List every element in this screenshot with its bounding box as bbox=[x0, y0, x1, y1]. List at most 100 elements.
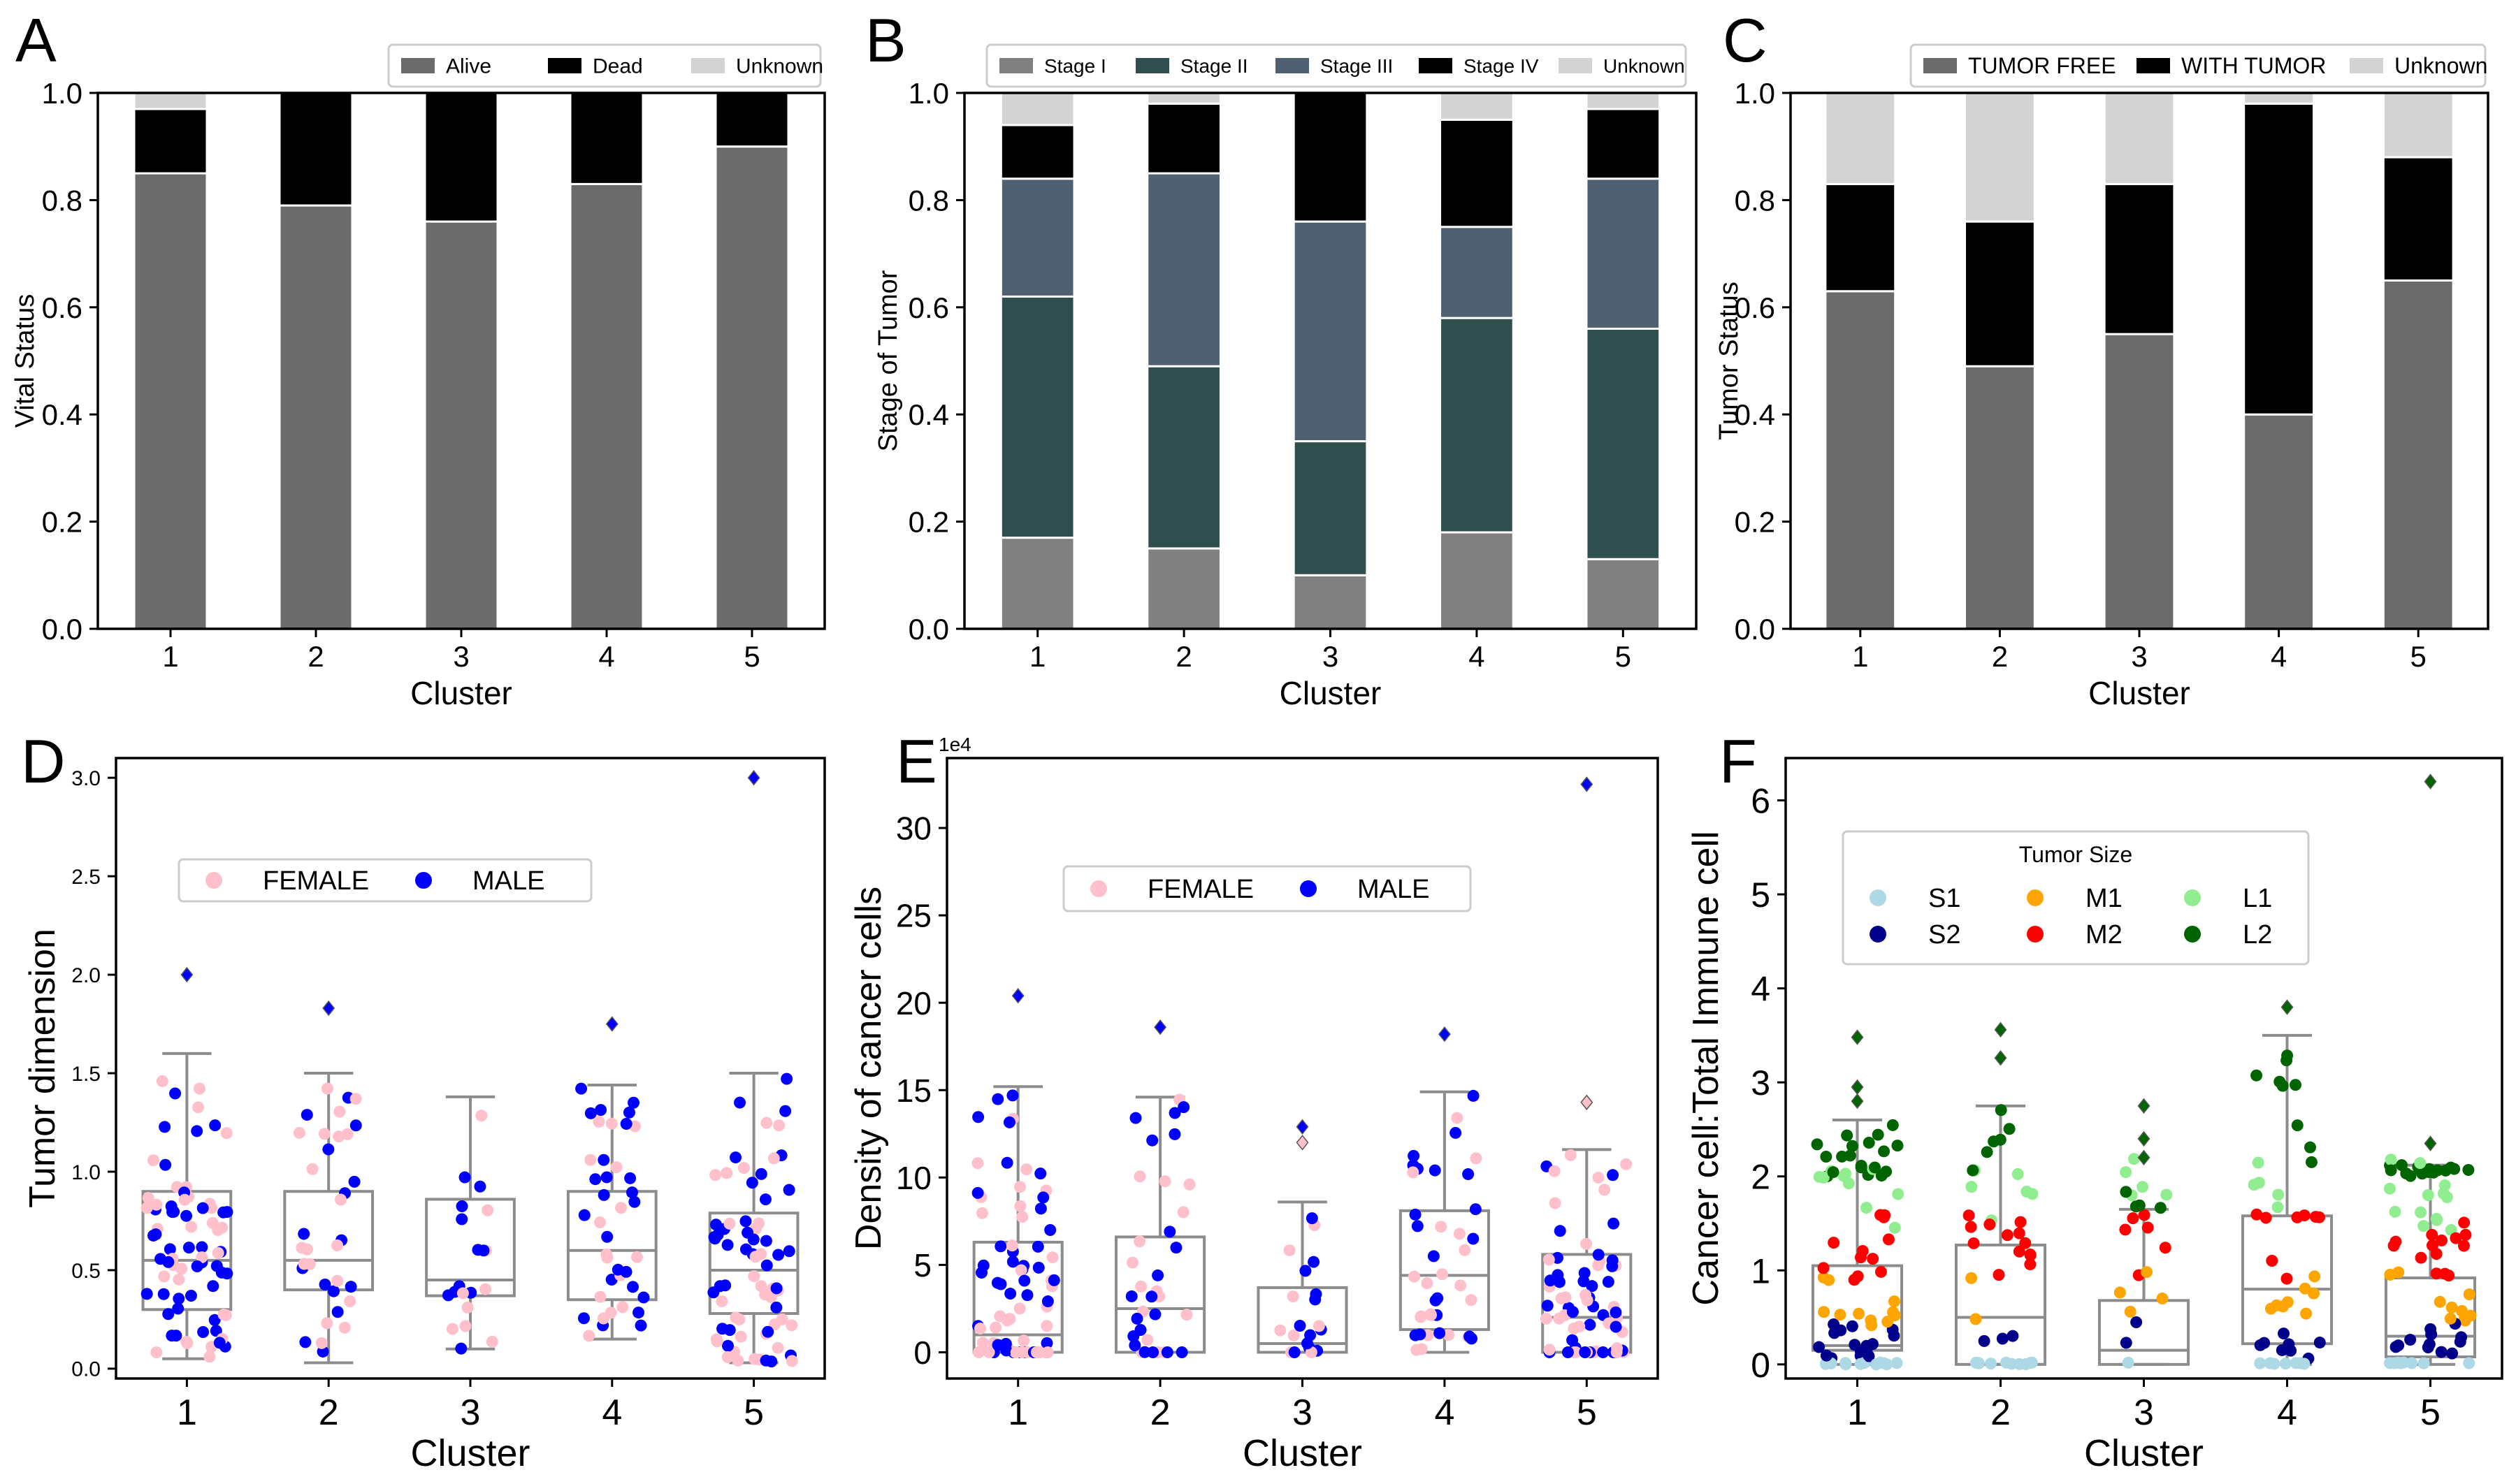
swarm-point bbox=[150, 1228, 162, 1241]
swarm-point bbox=[760, 1116, 773, 1129]
swarm-point bbox=[209, 1119, 222, 1132]
legend-swatch bbox=[401, 58, 435, 73]
swarm-point bbox=[1409, 1208, 1422, 1221]
swarm-point bbox=[2446, 1347, 2459, 1360]
swarm-point bbox=[1134, 1324, 1147, 1337]
swarm-point bbox=[1863, 1136, 1875, 1149]
swarm-point bbox=[1834, 1309, 1846, 1321]
swarm-point bbox=[1034, 1167, 1047, 1180]
swarm-point bbox=[1823, 1274, 1835, 1286]
swarm-point bbox=[216, 1221, 229, 1234]
swarm-point bbox=[1046, 1251, 1059, 1264]
panel-letter-A: A bbox=[15, 6, 57, 75]
swarm-point bbox=[1006, 1239, 1018, 1252]
swarm-point bbox=[1540, 1312, 1552, 1325]
swarm-point bbox=[303, 1258, 316, 1270]
swarm-point bbox=[2389, 1205, 2401, 1218]
swarm-point bbox=[2156, 1293, 2169, 1305]
swarm-point bbox=[2454, 1335, 2466, 1348]
swarm-point bbox=[2305, 1156, 2318, 1168]
swarm-point bbox=[971, 1186, 984, 1199]
outlier-marker bbox=[1851, 1079, 1864, 1096]
legend-box bbox=[387, 43, 822, 88]
legend-swatch bbox=[1300, 880, 1317, 897]
panel-letter-E: E bbox=[896, 727, 937, 796]
swarm-point bbox=[321, 1082, 333, 1095]
x-tick-label: 5 bbox=[2420, 1392, 2441, 1433]
bar-segment-dead-cluster-5 bbox=[714, 92, 790, 148]
swarm-point bbox=[721, 1351, 734, 1363]
swarm-point bbox=[1835, 1324, 1847, 1337]
x-tick-label: 1 bbox=[1852, 640, 1868, 673]
swarm-point bbox=[217, 1206, 230, 1219]
swarm-point bbox=[1004, 1313, 1016, 1325]
y-tick-label: 0.4 bbox=[1735, 398, 1775, 431]
legend-swatch bbox=[415, 872, 432, 889]
swarm-point bbox=[455, 1342, 468, 1355]
swarm-point bbox=[1013, 1302, 1026, 1315]
x-tick-label: 3 bbox=[1292, 1392, 1313, 1433]
swarm-point bbox=[628, 1096, 640, 1109]
swarm-point bbox=[594, 1290, 607, 1303]
swarm-point bbox=[589, 1173, 602, 1186]
x-tick-label: 1 bbox=[177, 1392, 197, 1433]
swarm-point bbox=[2426, 1239, 2438, 1252]
x-tick-label: 5 bbox=[1577, 1392, 1597, 1433]
swarm-point bbox=[334, 1193, 347, 1206]
swarm-point bbox=[2308, 1270, 2321, 1283]
swarm-point bbox=[753, 1217, 765, 1230]
swarm-point bbox=[2417, 1220, 2430, 1232]
legend-title: Tumor Size bbox=[2019, 842, 2132, 867]
swarm-point bbox=[2019, 1237, 2032, 1249]
swarm-point bbox=[1134, 1170, 1146, 1183]
panel-A: A 0.0 0.2 0.4 0.6 0.8 1.0 1 2 3 4 5 Cluster Vital Sta… bbox=[10, 6, 826, 711]
legend-label: Unknown bbox=[1603, 55, 1685, 77]
swarm-point bbox=[1183, 1178, 1196, 1191]
legend-label: Stage IV bbox=[1463, 55, 1539, 77]
swarm-point bbox=[1592, 1249, 1605, 1261]
swarm-point bbox=[172, 1302, 185, 1315]
x-tick-label: 3 bbox=[1322, 640, 1338, 673]
legend-box bbox=[178, 858, 593, 903]
swarm-point bbox=[178, 1193, 191, 1206]
swarm-point bbox=[1288, 1346, 1301, 1358]
swarm-point bbox=[1985, 1358, 1997, 1370]
swarm-point bbox=[1037, 1191, 1050, 1204]
swarm-point bbox=[2450, 1232, 2462, 1244]
swarm-point bbox=[1969, 1313, 1982, 1325]
swarm-point bbox=[1006, 1089, 1019, 1102]
legend-label: FEMALE bbox=[263, 866, 369, 896]
swarm-point bbox=[2435, 1346, 2448, 1358]
swarm-point bbox=[976, 1337, 989, 1349]
outlier-marker bbox=[2280, 999, 2294, 1015]
x-tick-label: 3 bbox=[453, 640, 469, 673]
swarm-point bbox=[2387, 1239, 2400, 1252]
outlier-marker bbox=[1296, 1135, 1309, 1151]
swarm-point bbox=[2385, 1154, 2397, 1166]
swarm-point bbox=[1592, 1259, 1605, 1272]
swarm-point bbox=[1451, 1112, 1463, 1124]
swarm-point bbox=[781, 1072, 793, 1085]
swarm-point bbox=[1421, 1277, 1433, 1290]
x-tick-label: 4 bbox=[2277, 1392, 2297, 1433]
outlier-marker bbox=[1851, 1093, 1864, 1110]
swarm-point bbox=[1846, 1320, 1858, 1332]
swarm-point bbox=[1177, 1206, 1190, 1219]
x-tick-label: 2 bbox=[1992, 640, 2008, 673]
swarm-point bbox=[1170, 1242, 1183, 1254]
swarm-point bbox=[722, 1339, 735, 1352]
swarm-point bbox=[2299, 1282, 2311, 1295]
swarm-point bbox=[173, 1273, 185, 1286]
swarm-point bbox=[1443, 1329, 1455, 1341]
y-tick-label: 4 bbox=[1751, 970, 1770, 1009]
box-iqr bbox=[566, 1190, 658, 1302]
swarm-point bbox=[1983, 1218, 1996, 1230]
swarm-point bbox=[2141, 1221, 2154, 1234]
swarm-point bbox=[474, 1180, 486, 1193]
swarm-point bbox=[2415, 1206, 2427, 1219]
outlier-marker bbox=[1851, 1029, 1864, 1045]
bar-segment-stage-iv-cluster-3 bbox=[1292, 92, 1368, 223]
swarm-point bbox=[1415, 1311, 1427, 1323]
swarm-point bbox=[2430, 1267, 2443, 1280]
swarm-point bbox=[973, 1346, 985, 1358]
